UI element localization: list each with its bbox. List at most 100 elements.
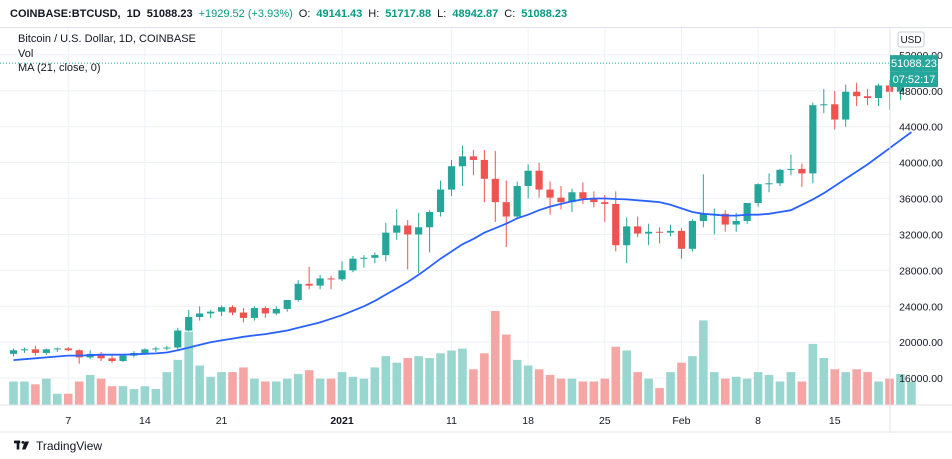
price-tick-label: 28000.00 (899, 265, 943, 277)
candle-body (491, 178, 499, 203)
volume-bar (304, 370, 314, 405)
candle-body (20, 349, 29, 351)
volume-bar (359, 378, 369, 405)
candle-body (831, 104, 839, 120)
volume-bar (480, 353, 489, 405)
candle-body (415, 227, 423, 235)
volume-bar (293, 373, 303, 405)
volume-bar (874, 381, 883, 405)
candle-body (174, 330, 182, 348)
candle-body (721, 213, 729, 225)
candle-body (513, 185, 521, 217)
time-axis: 7 14 21 2021 11 18 25 Feb 8 15 (0, 404, 952, 433)
high-label: H: (368, 7, 380, 20)
volume-bar (118, 386, 128, 405)
candle-body (250, 308, 258, 318)
price-tick-label: 44000.00 (899, 122, 943, 134)
volume-bar (786, 372, 796, 405)
volume-bar (337, 372, 347, 405)
interval-label[interactable]: 1D (126, 7, 141, 20)
candle-body (316, 278, 324, 286)
volume-bar (677, 362, 686, 405)
candle-body (732, 220, 740, 225)
brand-name[interactable]: TradingView (36, 439, 103, 453)
currency-label: USD (900, 35, 921, 46)
volume-bar (348, 376, 358, 405)
candle-body (853, 91, 861, 97)
volume-bar (699, 320, 708, 405)
volume-bar (74, 381, 84, 405)
currency-box (897, 31, 925, 48)
volume-bar (731, 376, 741, 405)
price-tick-label: 40000.00 (899, 158, 943, 170)
candle-body (480, 159, 488, 179)
volume-bar (151, 389, 161, 405)
candle-body (469, 156, 477, 160)
chart-grid (0, 28, 890, 405)
candle-body (436, 189, 445, 213)
volume-bar (436, 353, 445, 405)
close-label: C: (504, 7, 516, 20)
candle-body (502, 202, 510, 217)
volume-bar (162, 372, 172, 405)
candle-body (557, 197, 565, 203)
volume-bar (31, 384, 40, 405)
candle-body (666, 230, 675, 233)
price-tick-label: 24000.00 (899, 301, 943, 313)
candle-body (108, 358, 116, 362)
candle-body (864, 96, 872, 99)
volume-bar (491, 311, 500, 405)
volume-bar (907, 381, 916, 405)
chart-legend: Bitcoin / U.S. Dollar, 1D, COINBASE Vol … (18, 32, 196, 76)
last-price-header: 51088.23 (146, 7, 193, 20)
volume-bar (523, 365, 533, 405)
price-axis: 16000.00 20000.00 24000.00 28000.00 32000.00… (889, 28, 943, 433)
candle-body (119, 355, 127, 362)
candle-body (283, 299, 291, 309)
close-value: 51088.23 (521, 7, 568, 20)
tradingview-logo-icon[interactable] (14, 440, 30, 451)
volume-bar (852, 369, 861, 405)
time-tick-label: Feb (672, 415, 690, 427)
volume-bar (633, 372, 642, 405)
volume-bar (63, 393, 73, 405)
candle-body (228, 307, 237, 313)
volume-bar (261, 381, 270, 405)
candle-body (655, 231, 664, 233)
candle-body (535, 170, 543, 190)
volume-bar (195, 365, 204, 405)
candle-body (75, 350, 83, 358)
volume-bar (556, 378, 566, 405)
volume-bar (764, 374, 774, 405)
legend-ma[interactable]: MA (21, close, 0) (18, 62, 101, 74)
volume-bar (85, 374, 95, 405)
volume-bar (414, 356, 423, 405)
candle-body (42, 349, 50, 353)
low-label: L: (437, 7, 447, 20)
last-price-label: 51088.23 (891, 58, 937, 70)
volume-bar (611, 346, 621, 405)
candle-body (163, 347, 171, 349)
time-tick-label: 15 (829, 415, 841, 427)
candle-body (371, 255, 379, 258)
time-tick-label: 8 (755, 415, 761, 427)
volume-bar (545, 374, 555, 405)
symbol-label[interactable]: COINBASE:BTCUSD, (10, 7, 121, 20)
volume-bar (447, 350, 456, 405)
legend-vol[interactable]: Vol (18, 47, 34, 60)
volume-bar (622, 350, 631, 405)
candle-body (634, 226, 642, 234)
volume-bar (589, 381, 599, 405)
candle-body (579, 192, 587, 199)
candle-body (787, 168, 795, 170)
candle-body (612, 203, 620, 246)
price-tick-label: 16000.00 (899, 373, 943, 385)
candle-body (798, 168, 806, 174)
volume-bar (173, 359, 183, 405)
high-value: 51717.88 (385, 7, 432, 20)
price-tick-label: 36000.00 (899, 194, 943, 206)
volume-bar (370, 367, 380, 405)
candle-body (426, 212, 434, 228)
price-chart[interactable]: 16000.00 20000.00 24000.00 28000.00 32000.00… (0, 28, 952, 433)
candle-body (97, 353, 105, 359)
